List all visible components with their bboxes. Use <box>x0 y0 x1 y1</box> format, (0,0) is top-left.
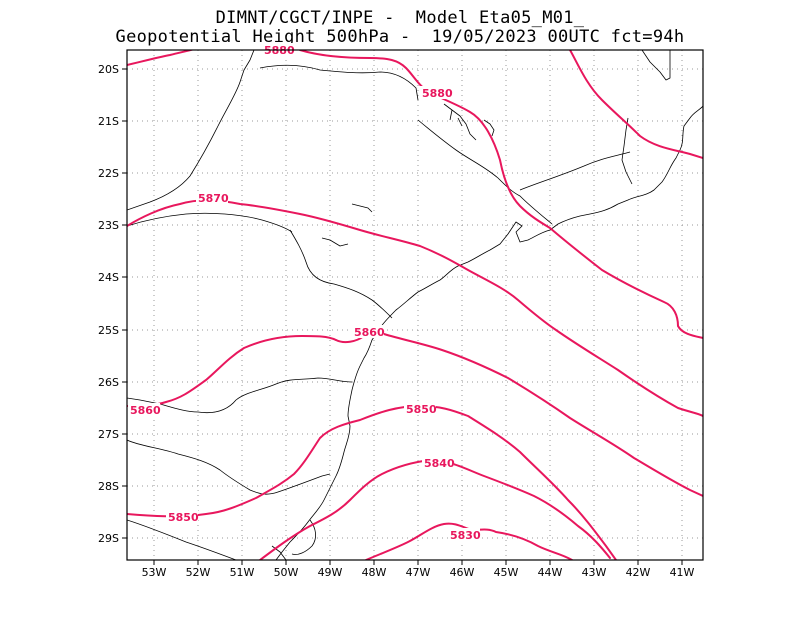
lon-tick-49w: 49W <box>318 566 343 579</box>
lat-tick-21s: 21S <box>98 115 119 128</box>
contour-labels: 5880 5880 5870 5860 5860 5850 5850 5840 … <box>128 43 481 542</box>
lagoon-patos <box>291 519 316 555</box>
border-mg-ba <box>641 50 671 81</box>
contour-label-5860-center: 5860 <box>354 326 385 339</box>
lon-tick-44w: 44W <box>538 566 563 579</box>
contour-label-5830-bg <box>448 528 480 541</box>
contour-5880-east <box>569 50 703 159</box>
border-rs-uy <box>127 519 237 560</box>
contour-5860-east <box>335 331 703 497</box>
contour-5870 <box>127 199 703 417</box>
contour-label-5850-west: 5850 <box>168 511 199 524</box>
lon-tick-52w: 52W <box>186 566 211 579</box>
contour-5860-west <box>127 334 337 407</box>
lat-tick-25s: 25S <box>98 324 119 337</box>
lat-tick-27s: 27S <box>98 428 119 441</box>
border-sp-north <box>259 64 419 101</box>
border-ms-pr <box>127 212 293 233</box>
lat-tick-23s: 23S <box>98 219 119 232</box>
lat-tick-labels: 20S 21S 22S 23S 24S 25S 26S 27S 28S 29S <box>98 63 119 545</box>
contour-label-5840: 5840 <box>424 457 455 470</box>
lon-tick-41w: 41W <box>670 566 695 579</box>
contour-label-5870: 5870 <box>198 192 229 205</box>
lon-tick-42w: 42W <box>626 566 651 579</box>
reservoir-1 <box>443 103 477 141</box>
contour-label-5840-bg <box>422 456 454 469</box>
contour-5880-main <box>299 50 703 339</box>
lat-tick-24s: 24S <box>98 271 119 284</box>
lon-tick-43w: 43W <box>582 566 607 579</box>
lon-tick-labels: 53W 52W 51W 50W 49W 48W 47W 46W 45W 44W … <box>142 566 695 579</box>
lon-tick-46w: 46W <box>450 566 475 579</box>
reservoir-4 <box>321 237 349 247</box>
map-title-line-2: Geopotential Height 500hPa - 19/05/2023 … <box>115 27 685 47</box>
contour-label-5870-bg <box>196 191 228 204</box>
tick-marks <box>122 68 683 565</box>
contour-label-5850-east: 5850 <box>406 403 437 416</box>
contour-label-5860-west: 5860 <box>130 404 161 417</box>
reservoir-3 <box>351 203 373 213</box>
lat-tick-22s: 22S <box>98 167 119 180</box>
coastline-and-borders <box>127 50 703 560</box>
contour-label-5880-east: 5880 <box>422 87 453 100</box>
contour-5880-west <box>127 50 195 66</box>
coastline-path <box>275 105 703 560</box>
border-sp-pr-ms <box>127 50 255 211</box>
lon-tick-50w: 50W <box>274 566 299 579</box>
lon-tick-51w: 51W <box>230 566 255 579</box>
contour-label-5860-west-bg <box>128 403 160 416</box>
map-frame <box>126 49 704 561</box>
lat-tick-28s: 28S <box>98 480 119 493</box>
contour-5850-west <box>127 404 617 560</box>
lat-tick-26s: 26S <box>98 376 119 389</box>
lat-tick-20s: 20S <box>98 63 119 76</box>
border-mg-sp <box>417 119 553 225</box>
border-mg-rj <box>519 151 631 191</box>
contour-label-5860-center-bg <box>352 325 384 338</box>
grid-lines <box>127 50 703 560</box>
lon-tick-48w: 48W <box>362 566 387 579</box>
border-mg-es <box>621 117 633 185</box>
contour-label-5850-east-bg <box>404 402 436 415</box>
border-pr-sp <box>289 229 393 319</box>
lat-tick-29s: 29S <box>98 532 119 545</box>
lon-tick-47w: 47W <box>406 566 431 579</box>
lon-tick-45w: 45W <box>494 566 519 579</box>
contour-label-5830: 5830 <box>450 529 481 542</box>
contour-label-5850-west-bg <box>166 510 198 523</box>
contours <box>127 50 703 560</box>
reservoir-2 <box>483 119 495 137</box>
lon-tick-53w: 53W <box>142 566 167 579</box>
lagoon-mirim <box>271 545 287 560</box>
border-sc-rs <box>127 439 331 495</box>
map-title-line-1: DIMNT/CGCT/INPE - Model Eta05_M01_ <box>215 8 585 28</box>
border-pr-sc <box>127 377 353 414</box>
contour-label-5880-east-bg <box>420 86 452 99</box>
